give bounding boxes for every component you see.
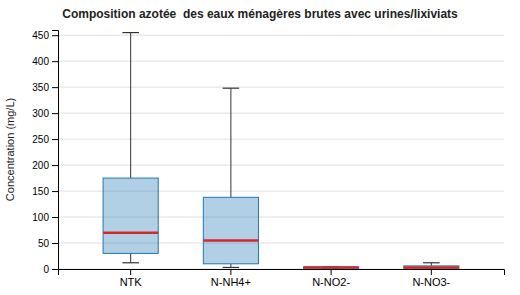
y-tick: 0 [43, 264, 58, 275]
x-tick: NTK [120, 269, 143, 288]
y-tick-label: 50 [38, 238, 50, 249]
plot: NTK N-NH4+ N-NO2- N-NO3- 0 50 100 150 200 250 300 3… [32, 30, 504, 288]
box-group [304, 267, 359, 269]
x-tick-mark [130, 269, 131, 275]
y-tick-label: 200 [32, 160, 49, 171]
y-tick: 300 [32, 108, 58, 119]
cap-low [223, 267, 240, 268]
chart: Composition azotée des eaux ménagères br… [0, 0, 520, 295]
x-tick: N-NO3- [412, 269, 450, 288]
y-tick: 100 [32, 212, 58, 223]
y-tick: 400 [32, 56, 58, 67]
y-tick-mark [52, 269, 58, 270]
x-tick-label: N-NO2- [312, 276, 350, 288]
box-group [103, 33, 158, 263]
y-tick-mark [52, 61, 58, 62]
x-tick-label: N-NO3- [412, 276, 450, 288]
grid [58, 35, 504, 269]
median [203, 239, 258, 242]
cap-high [423, 262, 440, 263]
box [304, 267, 359, 269]
grid-line [58, 61, 504, 62]
y-tick-label: 300 [32, 108, 49, 119]
median [304, 266, 359, 269]
y-tick: 150 [32, 186, 58, 197]
y-tick-label: 250 [32, 134, 49, 145]
y-tick-label: 150 [32, 186, 49, 197]
grid-line [58, 113, 504, 114]
y-tick-label: 100 [32, 212, 49, 223]
y-tick: 250 [32, 134, 58, 145]
y-tick-mark [52, 87, 58, 88]
box [404, 266, 459, 269]
y-tick-label: 0 [43, 264, 49, 275]
title: Composition azotée des eaux ménagères br… [62, 7, 458, 21]
box [203, 197, 258, 264]
x-tick: N-NO2- [312, 269, 350, 288]
y-axis-line [52, 31, 59, 270]
y-tick-mark [52, 113, 58, 114]
grid-line [58, 35, 504, 36]
y-tick-mark [52, 139, 58, 140]
y-axis: 0 50 100 150 200 250 300 350 400 450 [32, 30, 58, 275]
y-axis-title: Concentration (mg/L) [4, 98, 16, 201]
x-tick-mark [431, 269, 432, 275]
cap-high [223, 88, 240, 89]
x-tick-label: N-NH4+ [211, 276, 251, 288]
x-tick-mark [230, 269, 231, 275]
whisker-high [230, 88, 231, 197]
y-tick: 50 [38, 238, 58, 249]
y-tick: 200 [32, 160, 58, 171]
x-tick-mark [331, 269, 332, 275]
marks [103, 33, 459, 269]
x-tick: N-NH4+ [211, 269, 251, 288]
y-tick-mark [52, 243, 58, 244]
y-tick-label: 350 [32, 82, 49, 93]
x-axis: NTK N-NH4+ N-NO2- N-NO3- [59, 269, 505, 288]
cap-high [122, 32, 139, 33]
y-tick-label: 400 [32, 56, 49, 67]
y-tick-mark [52, 35, 58, 36]
grid-line [58, 87, 504, 88]
y-tick: 350 [32, 82, 58, 93]
y-tick: 450 [32, 30, 58, 41]
median [404, 266, 459, 269]
cap-low [122, 262, 139, 263]
median [103, 231, 158, 234]
y-tick-mark [52, 191, 58, 192]
grid-line [58, 139, 504, 140]
grid-line [58, 165, 504, 166]
whisker-high [130, 33, 131, 178]
whisker-low [130, 253, 131, 262]
x-tick-label: NTK [120, 276, 143, 288]
box [103, 178, 158, 253]
box-group [404, 263, 459, 269]
x-axis-line [59, 270, 505, 276]
y-tick-label: 450 [32, 30, 49, 41]
y-tick-mark [52, 165, 58, 166]
y-tick-mark [52, 217, 58, 218]
box-group [203, 88, 258, 267]
